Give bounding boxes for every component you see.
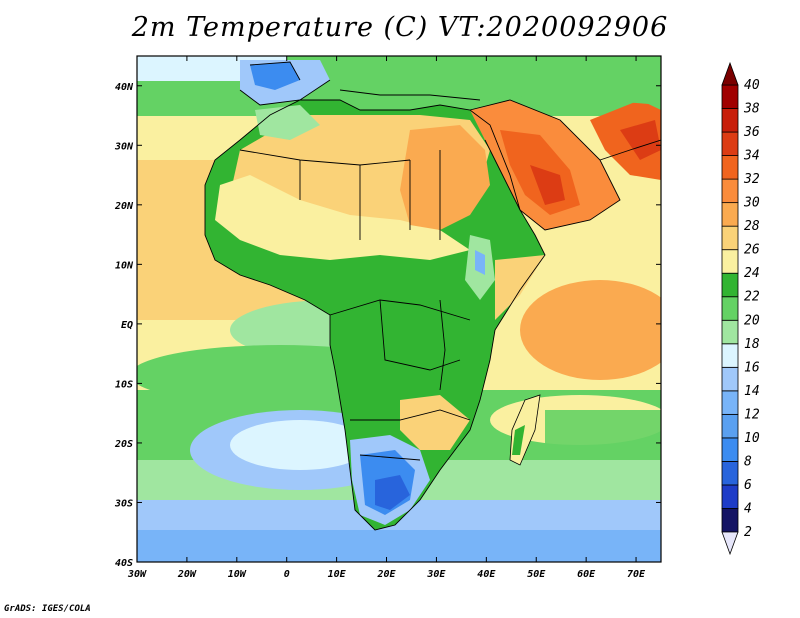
- colorbar-swatch: [721, 84, 739, 109]
- south-band-4: [137, 530, 661, 562]
- colorbar-label: 14: [744, 384, 760, 399]
- x-tick-label: 20W: [177, 569, 197, 580]
- colorbar-bottom-triangle: [721, 531, 739, 556]
- colorbar-swatch: [721, 202, 739, 227]
- colorbar-swatch: [721, 484, 739, 509]
- colorbar-label: 36: [743, 125, 760, 140]
- colorbar-swatch: [721, 155, 739, 180]
- y-tick-label: 20S: [114, 439, 133, 450]
- x-axis: 30W 20W 10W 0 10E 20E 30E 40E 50E 60E 70E: [127, 56, 646, 580]
- x-tick-label: 10E: [328, 569, 347, 580]
- y-axis: 40S 30S 20S 10S EQ 10N 20N 30N 40N: [114, 82, 661, 569]
- colorbar-swatch: [721, 296, 739, 321]
- colorbar-label: 6: [744, 478, 752, 493]
- y-tick-label: 20N: [114, 201, 134, 212]
- x-tick-label: 30W: [127, 569, 147, 580]
- y-tick-label: 40S: [115, 558, 133, 569]
- colorbar-swatch: [721, 343, 739, 368]
- plot-frame: [136, 55, 662, 563]
- x-tick-label: 50E: [527, 569, 546, 580]
- temperature-field: [137, 56, 661, 562]
- colorbar-label: 12: [744, 407, 760, 422]
- colorbar-swatch: [721, 178, 739, 204]
- colorbar-swatch: [721, 249, 739, 274]
- colorbar-swatch: [721, 108, 739, 133]
- colorbar-label: 40: [744, 78, 760, 93]
- colorbar-label: 18: [744, 337, 760, 352]
- grads-credit: GrADS: IGES/COLA: [4, 604, 91, 614]
- colorbar-swatch: [721, 413, 739, 439]
- colorbar-swatch: [721, 461, 739, 486]
- x-tick-label: 60E: [577, 569, 596, 580]
- colorbar-swatch: [721, 272, 739, 298]
- colorbar-label: 10: [744, 431, 760, 446]
- colorbar-label: 26: [744, 243, 760, 258]
- colorbar-swatch: [721, 131, 739, 156]
- colorbar-label: 20: [744, 313, 760, 328]
- colorbar-swatch: [721, 366, 739, 392]
- colorbar-swatch: [721, 508, 739, 533]
- colorbar-label: 22: [744, 290, 760, 305]
- colorbar-label: 2: [744, 525, 752, 540]
- x-tick-label: 70E: [627, 569, 646, 580]
- colorbar-label: 8: [744, 454, 752, 469]
- colorbar-label: 28: [744, 219, 760, 234]
- x-tick-label: 0: [284, 569, 290, 580]
- colorbar-label: 32: [743, 172, 760, 187]
- x-tick-label: 30E: [426, 569, 446, 580]
- colorbar-label: 16: [744, 360, 760, 375]
- colorbar-swatch: [721, 225, 739, 251]
- x-tick-label: 20E: [376, 569, 396, 580]
- y-tick-label: 10S: [115, 379, 133, 390]
- colorbar-top-triangle: [721, 61, 739, 86]
- y-tick-label: EQ: [121, 320, 133, 331]
- x-tick-label: 10W: [228, 569, 247, 580]
- colorbar-label: 24: [744, 266, 760, 281]
- colorbar-label: 38: [743, 102, 760, 117]
- y-tick-label: 30S: [114, 498, 133, 509]
- chart-title: 2m Temperature (C) VT:2020092906: [131, 12, 669, 43]
- colorbar-label: 4: [744, 501, 752, 516]
- x-tick-label: 40E: [477, 569, 496, 580]
- colorbar-swatch: [721, 319, 739, 345]
- coastlines: [204, 61, 661, 531]
- y-tick-label: 40N: [115, 82, 134, 93]
- colorbar-label: 30: [743, 196, 760, 211]
- colorbar-label: 34: [743, 149, 760, 164]
- y-tick-label: 10N: [115, 260, 134, 271]
- colorbar-swatch: [721, 437, 739, 462]
- y-tick-label: 30N: [114, 141, 134, 152]
- colorbar-swatch: [721, 390, 739, 415]
